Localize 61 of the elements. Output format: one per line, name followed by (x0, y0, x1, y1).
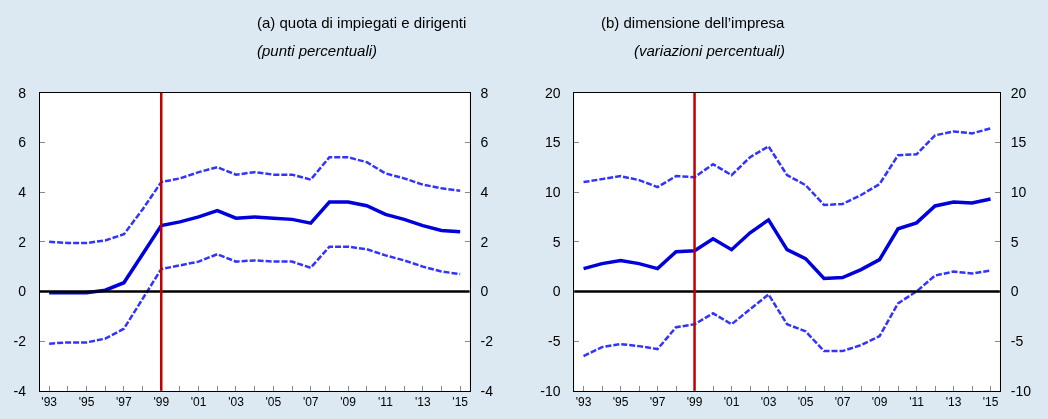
y2-tick-label: -4 (480, 382, 494, 399)
x-tick-label: '09 (871, 395, 888, 410)
y2-tick-label: 0 (1010, 283, 1019, 300)
x-tick-label: '15 (982, 395, 999, 410)
x-tick-label: '11 (378, 395, 394, 410)
y2-tick-label: 8 (480, 84, 489, 101)
x-tick-label: '93 (41, 395, 58, 410)
y-tick-label: 15 (544, 134, 561, 151)
y2-tick-label: 5 (1010, 233, 1019, 250)
x-tick-label: '95 (78, 395, 95, 410)
chart-subtitle: (punti percentuali) (257, 42, 378, 59)
line-series (582, 269, 992, 358)
line-series (47, 245, 462, 345)
x-tick-label: '03 (228, 395, 245, 410)
x-tick-label: '09 (340, 395, 357, 410)
y-tick-label: 2 (18, 233, 27, 250)
x-tick-label: '11 (909, 395, 925, 410)
y2-tick-label: 6 (480, 134, 489, 151)
y-tick-label: 20 (544, 84, 561, 101)
x-tick-label: '01 (723, 395, 740, 410)
y-tick-label: -4 (13, 382, 27, 399)
y-tick-label: 6 (18, 134, 27, 151)
y-tick-label: -10 (540, 382, 561, 399)
line-series (581, 197, 993, 281)
x-tick-label: '13 (414, 395, 431, 410)
x-tick-label: '03 (760, 395, 777, 410)
y-tick-label: 0 (552, 283, 561, 300)
y2-tick-label: 0 (480, 283, 489, 300)
y-tick-label: -2 (13, 333, 27, 350)
y-tick-label: 0 (18, 283, 27, 300)
y2-tick-label: 4 (480, 183, 489, 200)
chart-title: (a) quota di impiegati e dirigenti (257, 14, 467, 31)
y2-tick-label: 15 (1010, 134, 1027, 151)
y2-tick-label: -2 (480, 333, 494, 350)
x-tick-label: '15 (452, 395, 469, 410)
y-tick-label: 4 (18, 183, 27, 200)
x-tick-label: '07 (302, 395, 319, 410)
chart-subtitle: (variazioni percentuali) (634, 42, 785, 59)
x-tick-label: '97 (649, 395, 666, 410)
x-tick-label: '07 (834, 395, 851, 410)
x-tick-label: '99 (686, 395, 703, 410)
line-series (582, 127, 992, 207)
y-tick-label: -5 (548, 333, 561, 350)
x-tick-label: '05 (265, 395, 282, 410)
y-tick-label: 10 (544, 183, 561, 200)
x-tick-label: '99 (153, 395, 170, 410)
y-tick-label: 8 (18, 84, 27, 101)
y2-tick-label: 10 (1010, 183, 1027, 200)
y2-tick-label: 2 (480, 233, 489, 250)
x-tick-label: '01 (190, 395, 207, 410)
y-tick-label: 5 (552, 233, 561, 250)
x-tick-label: '93 (575, 395, 592, 410)
line-series (47, 155, 462, 245)
chart-title: (b) dimensione dell’impresa (601, 14, 786, 31)
y2-tick-label: -5 (1010, 333, 1024, 350)
y2-tick-label: 20 (1010, 84, 1027, 101)
y2-tick-label: -10 (1010, 382, 1032, 399)
x-tick-label: '97 (116, 395, 133, 410)
x-tick-label: '05 (797, 395, 814, 410)
x-tick-label: '95 (612, 395, 629, 410)
x-tick-label: '13 (945, 395, 962, 410)
